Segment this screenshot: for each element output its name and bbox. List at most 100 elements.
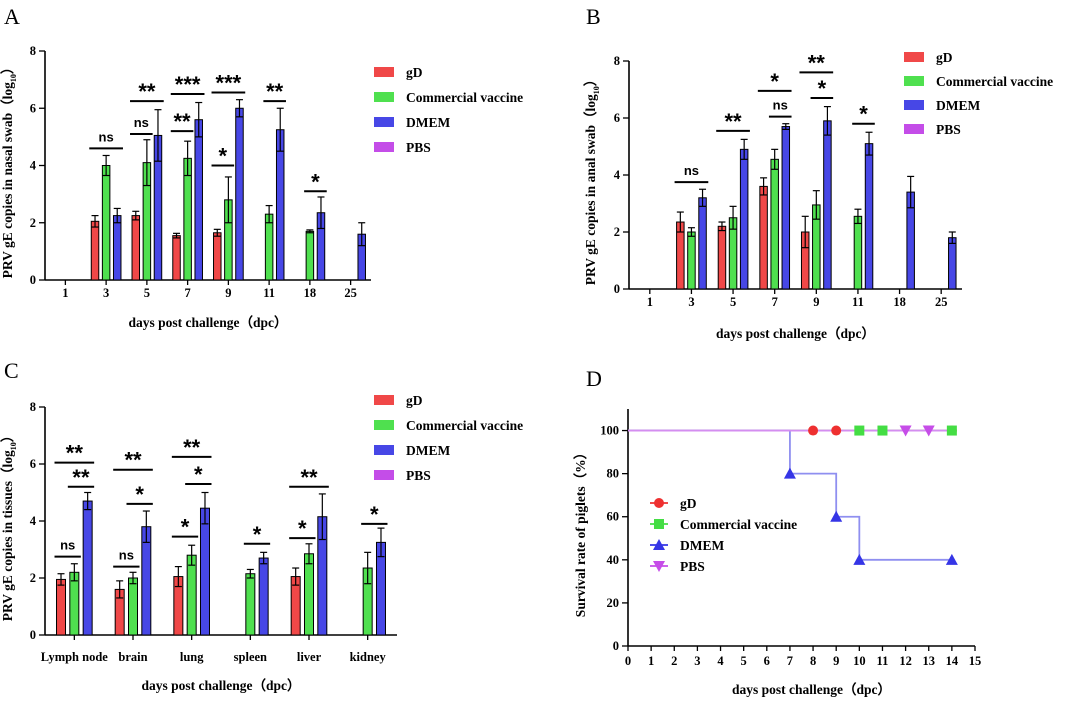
y-tick-label: 60 <box>607 510 620 524</box>
data-point <box>922 425 935 437</box>
y-tick-label: 8 <box>30 400 36 414</box>
y-label-subscript: 10 <box>9 442 18 450</box>
y-label-main: PRV gE copies in anal swab（log <box>583 94 598 285</box>
x-tick-label: 15 <box>969 654 982 668</box>
legend-label: Commercial vaccine <box>406 90 523 105</box>
bar-dmem <box>948 237 957 290</box>
y-tick-label: 0 <box>613 639 619 653</box>
legend-swatch <box>904 52 924 62</box>
legend-marker <box>654 498 664 508</box>
x-tick-label: Lymph node <box>41 650 108 664</box>
significance-label: * <box>219 144 228 169</box>
legend-marker <box>654 519 664 529</box>
bar-commercial-vaccine <box>770 158 779 290</box>
legend-swatch <box>374 420 394 430</box>
legend-label: PBS <box>406 468 431 483</box>
y-label-end: ） <box>0 61 15 75</box>
significance-label: * <box>311 169 320 194</box>
x-axis-label: days post challenge（dpc） <box>141 678 300 693</box>
x-tick-label: 7 <box>185 286 191 300</box>
legend-swatch <box>374 67 394 77</box>
bar-commercial-vaccine <box>183 157 192 281</box>
significance-label: ** <box>300 465 318 490</box>
significance-label: * <box>818 76 827 101</box>
data-point <box>877 425 888 436</box>
y-tick-label: 100 <box>600 424 619 438</box>
x-tick-label: 3 <box>694 654 700 668</box>
significance-label: * <box>370 502 379 527</box>
x-tick-label: 11 <box>877 654 889 668</box>
legend-marker <box>653 539 665 550</box>
x-tick-label: 3 <box>688 295 694 309</box>
x-tick-label: 7 <box>772 295 778 309</box>
x-tick-label: 25 <box>344 286 357 300</box>
y-label-subscript: 10 <box>592 86 601 94</box>
legend-label: DMEM <box>406 443 450 458</box>
legend-swatch <box>374 92 394 102</box>
legend-label: Commercial vaccine <box>680 517 797 532</box>
significance-label: ** <box>725 109 743 134</box>
significance-label: ** <box>72 465 90 490</box>
y-tick-label: 2 <box>30 571 36 585</box>
significance-label: *** <box>216 71 242 96</box>
bar-gd <box>56 578 67 636</box>
x-tick-label: 18 <box>304 286 317 300</box>
legend-label: PBS <box>680 559 705 574</box>
bar-dmem <box>781 126 791 290</box>
significance-label: *** <box>175 72 201 97</box>
panel-letter: B <box>586 4 601 29</box>
data-point <box>783 467 796 479</box>
x-tick-label: 9 <box>813 295 819 309</box>
data-point <box>946 425 957 436</box>
data-point <box>808 425 819 436</box>
significance-label: ns <box>773 98 788 113</box>
x-tick-label: 9 <box>225 286 231 300</box>
significance-label: ns <box>684 163 699 178</box>
legend-label: gD <box>406 393 423 408</box>
legend-label: gD <box>406 65 423 80</box>
y-tick-label: 6 <box>30 101 36 115</box>
legend-label: DMEM <box>680 538 724 553</box>
y-axis-label: Survival rate of piglets（%） <box>573 446 588 617</box>
legend-label: Commercial vaccine <box>936 74 1053 89</box>
x-tick-label: 14 <box>946 654 959 668</box>
x-tick-label: 1 <box>62 286 68 300</box>
legend-label: DMEM <box>936 98 980 113</box>
bar-commercial-vaccine <box>245 573 256 636</box>
legend-label: DMEM <box>406 115 450 130</box>
panel-letter: C <box>4 358 19 383</box>
x-axis-label: days post challenge（dpc） <box>732 682 891 697</box>
significance-label: ns <box>134 115 149 130</box>
y-tick-label: 4 <box>30 159 37 173</box>
y-tick-label: 20 <box>607 596 620 610</box>
significance-label: ** <box>266 79 284 104</box>
x-tick-label: 11 <box>852 295 864 309</box>
significance-label: * <box>135 482 144 507</box>
legend-swatch <box>374 445 394 455</box>
x-tick-label: 25 <box>935 295 948 309</box>
x-tick-label: 11 <box>263 286 275 300</box>
bar-commercial-vaccine <box>305 230 315 281</box>
data-point <box>899 425 912 437</box>
x-tick-label: spleen <box>234 650 267 664</box>
bar-dmem <box>698 197 707 290</box>
bar-gd <box>172 235 181 281</box>
x-tick-label: 2 <box>671 654 677 668</box>
y-tick-label: 4 <box>30 514 37 528</box>
bar-dmem <box>823 120 832 290</box>
bar-gd <box>759 185 768 290</box>
y-tick-label: 6 <box>614 111 620 125</box>
significance-label: * <box>181 515 190 540</box>
x-tick-label: lung <box>180 650 204 664</box>
bar-gd <box>213 232 222 281</box>
x-axis-label: days post challenge（dpc） <box>128 315 287 330</box>
legend-label: PBS <box>936 122 961 137</box>
bar-commercial-vaccine <box>186 554 197 636</box>
y-tick-label: 2 <box>614 225 620 239</box>
y-tick-label: 4 <box>614 168 621 182</box>
bar-dmem <box>112 215 122 281</box>
